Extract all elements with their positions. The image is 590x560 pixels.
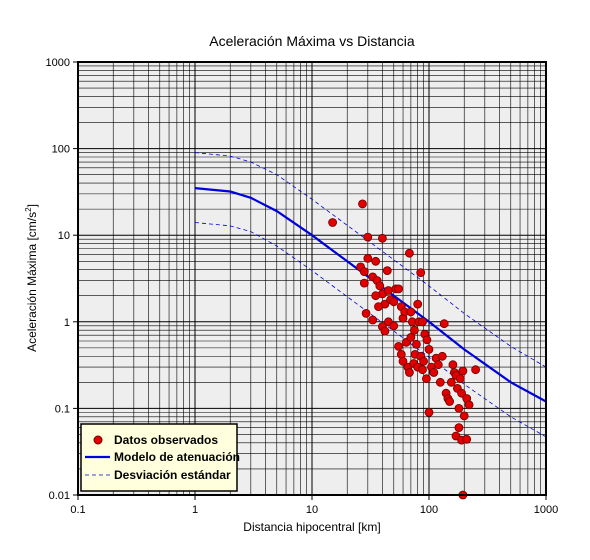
data-point bbox=[371, 256, 381, 266]
data-point bbox=[454, 423, 464, 433]
data-point bbox=[377, 233, 387, 243]
data-point bbox=[458, 366, 468, 376]
data-point bbox=[422, 335, 432, 345]
data-point bbox=[380, 326, 390, 336]
data-point bbox=[454, 403, 464, 413]
legend-label-stddev: Desviación estándar bbox=[114, 468, 231, 482]
data-point bbox=[424, 407, 434, 417]
y-axis-label: Aceleración Máxima [cm/s2] bbox=[24, 204, 39, 352]
data-point bbox=[383, 286, 393, 295]
data-point bbox=[394, 341, 404, 351]
stddev-line-2 bbox=[194, 152, 547, 368]
y-tick-label: 10 bbox=[58, 230, 70, 242]
data-point bbox=[424, 344, 434, 354]
data-point bbox=[433, 360, 443, 370]
x-tick-label: 0.1 bbox=[70, 504, 85, 516]
data-point bbox=[464, 400, 474, 410]
data-point bbox=[406, 332, 416, 342]
data-point bbox=[363, 253, 373, 263]
data-point bbox=[459, 411, 469, 421]
x-tick-label: 10 bbox=[306, 504, 318, 516]
y-tick-label: 100 bbox=[52, 144, 70, 156]
legend-marker-observed bbox=[93, 435, 103, 445]
x-tick-label: 100 bbox=[420, 504, 438, 516]
data-point bbox=[394, 284, 404, 294]
data-point bbox=[416, 268, 426, 278]
y-tick-label: 1 bbox=[64, 317, 70, 329]
data-point bbox=[361, 308, 371, 318]
data-point bbox=[429, 368, 439, 377]
series-points bbox=[328, 199, 481, 500]
data-point bbox=[446, 377, 456, 387]
data-point bbox=[382, 266, 392, 276]
legend-label-model: Modelo de atenuación bbox=[114, 450, 240, 464]
chart-title: Aceleración Máxima vs Distancia bbox=[209, 33, 415, 49]
series-lines bbox=[194, 152, 547, 438]
data-point bbox=[389, 321, 399, 331]
data-point bbox=[448, 360, 458, 370]
data-point bbox=[368, 315, 378, 325]
data-point bbox=[435, 377, 445, 387]
y-axis-label-close: ] bbox=[25, 204, 39, 207]
data-point bbox=[455, 374, 465, 384]
data-point bbox=[437, 351, 447, 361]
data-point bbox=[359, 278, 369, 288]
data-point bbox=[389, 297, 399, 307]
data-point bbox=[328, 218, 338, 227]
data-point bbox=[462, 434, 472, 444]
data-point bbox=[418, 317, 427, 327]
data-point bbox=[371, 291, 381, 301]
model-line bbox=[194, 187, 547, 403]
data-point bbox=[413, 299, 423, 309]
data-point bbox=[418, 365, 427, 375]
data-point bbox=[457, 388, 467, 398]
y-tick-label: 0.01 bbox=[49, 490, 70, 502]
data-point bbox=[363, 232, 373, 242]
data-point bbox=[404, 368, 414, 377]
y-axis-label-main: Aceleración Máxima [cm/s bbox=[25, 212, 39, 352]
data-point bbox=[374, 302, 383, 312]
stddev-line-3 bbox=[194, 222, 547, 438]
data-point bbox=[404, 248, 414, 258]
data-point bbox=[409, 325, 419, 335]
x-tick-label: 1000 bbox=[534, 504, 558, 516]
legend-label-observed: Datos observados bbox=[114, 433, 218, 447]
data-point bbox=[411, 339, 421, 349]
data-point bbox=[471, 365, 481, 375]
y-axis-label-sup: 2 bbox=[24, 207, 33, 212]
data-point bbox=[439, 319, 449, 329]
grid bbox=[77, 62, 546, 496]
data-point bbox=[358, 199, 367, 209]
x-tick-label: 1 bbox=[192, 504, 198, 516]
legend: Datos observados Modelo de atenuación De… bbox=[80, 423, 240, 492]
x-axis-label: Distancia hipocentral [km] bbox=[243, 520, 380, 534]
y-tick-label: 1000 bbox=[46, 57, 70, 69]
data-point bbox=[398, 356, 408, 366]
data-point bbox=[406, 307, 416, 317]
data-point bbox=[419, 356, 429, 366]
data-point bbox=[359, 267, 369, 277]
data-point bbox=[445, 397, 455, 406]
data-point bbox=[421, 374, 431, 384]
y-tick-label: 0.1 bbox=[55, 403, 70, 415]
data-point bbox=[375, 281, 385, 291]
